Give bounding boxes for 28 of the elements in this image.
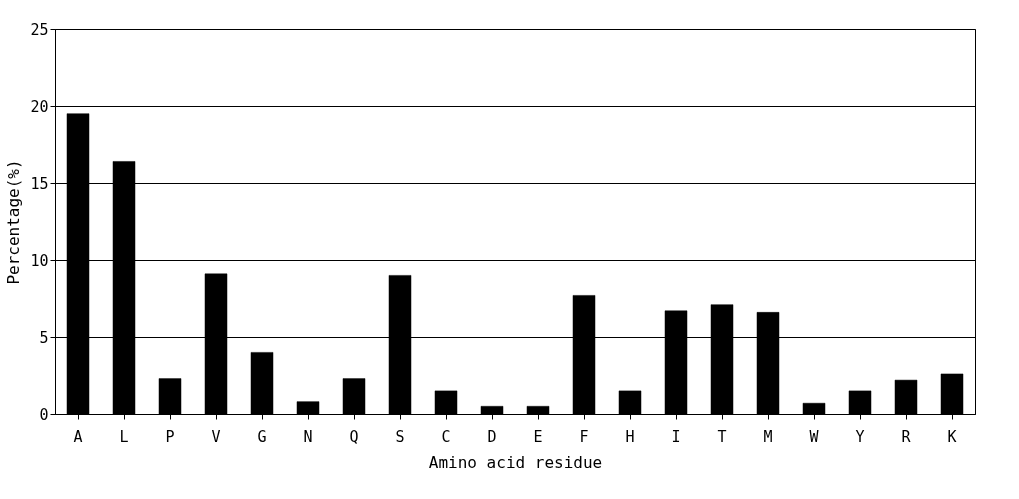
- x-tick-label: C: [441, 427, 451, 446]
- x-tick-label: F: [579, 427, 589, 446]
- x-tick-label: R: [901, 427, 912, 446]
- x-tick-label: P: [165, 427, 175, 446]
- x-tick-label: H: [625, 427, 635, 446]
- x-tick-label: W: [809, 427, 820, 446]
- y-tick-label: 0: [39, 405, 49, 424]
- x-tick-label: E: [533, 427, 543, 446]
- x-tick-label: V: [211, 427, 221, 446]
- x-tick-label: K: [947, 427, 957, 446]
- x-tick-label: T: [717, 427, 727, 446]
- y-tick-label: 15: [30, 174, 49, 193]
- y-tick-label: 20: [30, 97, 49, 116]
- x-tick-label: N: [303, 427, 313, 446]
- y-tick-label: 25: [30, 20, 49, 39]
- y-tick-label: 10: [30, 251, 49, 270]
- x-tick-label: I: [671, 427, 681, 446]
- x-tick-label: L: [119, 427, 129, 446]
- x-tick-label: G: [257, 427, 267, 446]
- x-tick-label: A: [73, 427, 83, 446]
- x-axis-title: Amino acid residue: [428, 452, 603, 472]
- x-tick-label: Y: [855, 427, 865, 446]
- x-tick-label: D: [487, 427, 497, 446]
- y-axis-title: Percentage(%): [4, 159, 24, 285]
- y-tick-label: 5: [39, 328, 49, 347]
- x-tick-label: M: [763, 427, 773, 446]
- x-tick-label: Q: [349, 427, 359, 446]
- x-tick-label: S: [395, 427, 405, 446]
